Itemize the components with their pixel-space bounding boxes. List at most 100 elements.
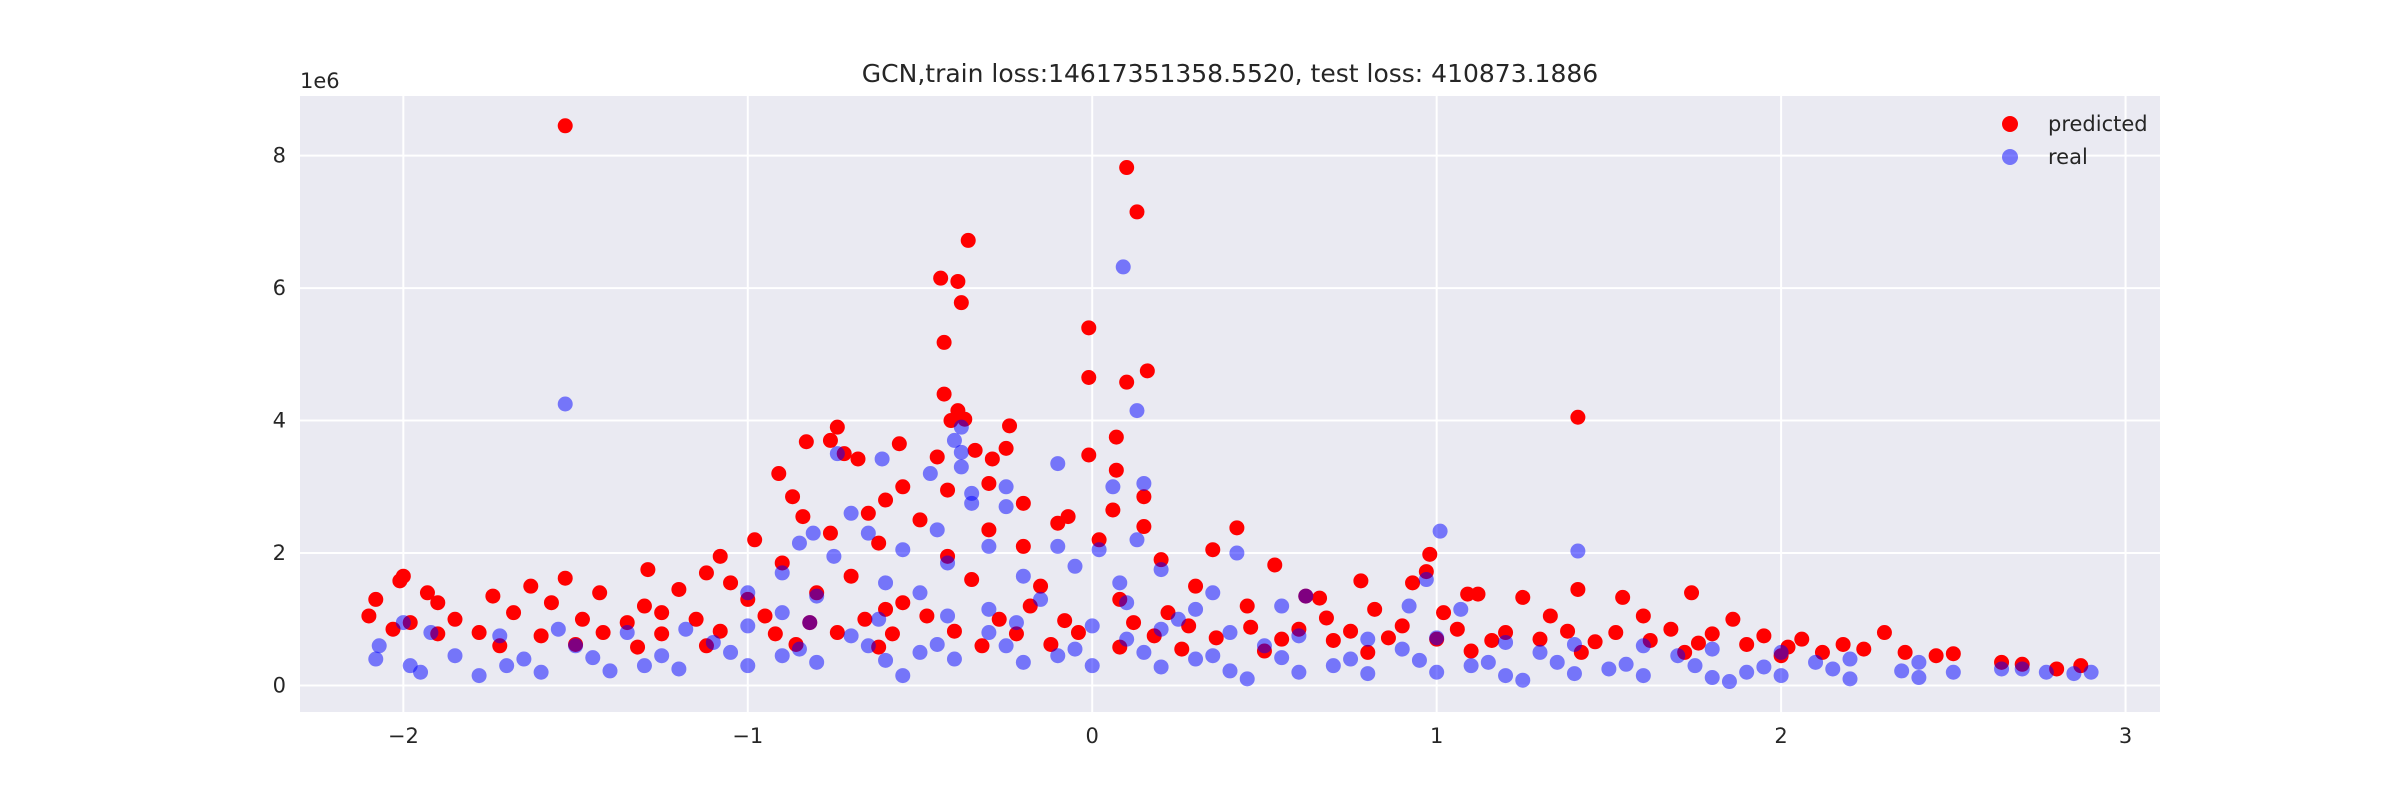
- data-point-predicted: [1318, 610, 1334, 626]
- data-point-real: [740, 658, 756, 674]
- y-tick-label: 0: [273, 674, 286, 698]
- data-point-real: [1739, 664, 1755, 680]
- data-point-real: [1015, 568, 1031, 584]
- data-point-real: [1136, 644, 1152, 660]
- data-point-real: [1256, 638, 1272, 654]
- data-point-predicted: [953, 295, 969, 311]
- data-point-real: [413, 664, 429, 680]
- data-point-real: [964, 495, 980, 511]
- data-point-predicted: [1081, 370, 1097, 386]
- data-point-real: [2066, 666, 2082, 682]
- data-point-predicted: [506, 605, 522, 621]
- data-point-real: [1136, 475, 1152, 491]
- data-point-predicted: [1081, 447, 1097, 463]
- data-point-real: [1566, 636, 1582, 652]
- data-point-real: [946, 651, 962, 667]
- data-point-real: [723, 644, 739, 660]
- data-point-predicted: [1312, 590, 1328, 606]
- data-point-predicted: [368, 591, 384, 607]
- data-point-real: [981, 601, 997, 617]
- data-point-real: [1704, 641, 1720, 657]
- x-tick-label: 1: [1430, 724, 1443, 748]
- data-point-real: [492, 628, 508, 644]
- data-point-predicted: [485, 588, 501, 604]
- data-point-predicted: [860, 505, 876, 521]
- data-point-real: [2014, 661, 2030, 677]
- data-point-predicted: [1367, 601, 1383, 617]
- data-point-real: [671, 661, 687, 677]
- data-point-real: [516, 651, 532, 667]
- y-tick-label: 6: [273, 276, 286, 300]
- data-point-real: [774, 565, 790, 581]
- data-point-real: [946, 432, 962, 448]
- data-point-predicted: [933, 270, 949, 286]
- data-point-real: [1153, 621, 1169, 637]
- data-point-real: [1618, 656, 1634, 672]
- y-tick-label: 4: [273, 409, 286, 433]
- data-point-real: [874, 451, 890, 467]
- data-point-predicted: [654, 626, 670, 642]
- data-point-real: [1549, 654, 1565, 670]
- data-point-real: [1635, 668, 1651, 684]
- data-point-predicted: [895, 479, 911, 495]
- data-point-real: [1033, 591, 1049, 607]
- data-point-real: [878, 575, 894, 591]
- data-point-real: [843, 505, 859, 521]
- data-point-predicted: [1070, 625, 1086, 641]
- data-point-real: [1067, 641, 1083, 657]
- data-point-real: [802, 615, 818, 631]
- data-point-predicted: [1136, 489, 1152, 505]
- data-point-real: [585, 650, 601, 666]
- data-point-predicted: [1835, 636, 1851, 652]
- data-point-predicted: [767, 626, 783, 642]
- data-point-real: [998, 638, 1014, 654]
- data-point-real: [940, 555, 956, 571]
- data-point-real: [1105, 479, 1121, 495]
- data-point-predicted: [1325, 632, 1341, 648]
- data-point-real: [550, 621, 566, 637]
- data-point-predicted: [829, 625, 845, 641]
- data-point-real: [829, 446, 845, 462]
- data-point-real: [636, 658, 652, 674]
- data-point-real: [809, 588, 825, 604]
- data-point-predicted: [640, 562, 656, 578]
- data-point-predicted: [998, 440, 1014, 456]
- data-point-real: [1115, 259, 1131, 275]
- data-point-real: [1994, 661, 2010, 677]
- data-point-real: [1188, 651, 1204, 667]
- data-point-real: [1773, 668, 1789, 684]
- data-point-real: [1291, 664, 1307, 680]
- data-point-predicted: [981, 475, 997, 491]
- data-point-real: [895, 542, 911, 558]
- data-point-predicted: [1243, 619, 1259, 635]
- legend-label-predicted: predicted: [2048, 112, 2148, 136]
- data-point-predicted: [946, 623, 962, 639]
- data-point-real: [1453, 601, 1469, 617]
- data-point-real: [895, 668, 911, 684]
- data-point-predicted: [1380, 630, 1396, 646]
- y-offset-label: 1e6: [300, 69, 340, 93]
- data-point-real: [1842, 671, 1858, 687]
- data-point-predicted: [1033, 578, 1049, 594]
- data-point-real: [791, 535, 807, 551]
- data-point-real: [1945, 664, 1961, 680]
- data-point-predicted: [1205, 542, 1221, 558]
- data-point-real: [1808, 654, 1824, 670]
- data-point-predicted: [950, 273, 966, 289]
- data-point-predicted: [1002, 418, 1018, 434]
- data-point-predicted: [1560, 623, 1576, 639]
- data-point-predicted: [1081, 320, 1097, 336]
- data-point-predicted: [967, 442, 983, 458]
- data-point-predicted: [1129, 204, 1145, 220]
- y-tick-labels: 0 2 4 6 8: [273, 144, 286, 698]
- data-point-real: [1394, 641, 1410, 657]
- data-point-real: [1050, 456, 1066, 472]
- data-point-real: [368, 651, 384, 667]
- data-point-real: [1911, 654, 1927, 670]
- data-point-real: [1842, 651, 1858, 667]
- data-point-predicted: [654, 605, 670, 621]
- data-point-predicted: [878, 492, 894, 508]
- data-point-real: [1401, 598, 1417, 614]
- data-point-real: [860, 638, 876, 654]
- data-point-real: [940, 608, 956, 624]
